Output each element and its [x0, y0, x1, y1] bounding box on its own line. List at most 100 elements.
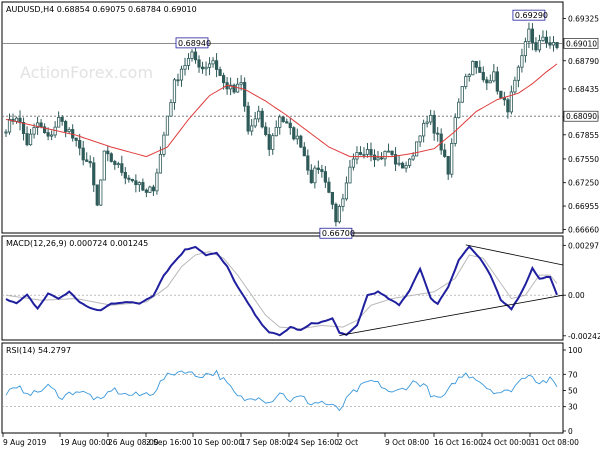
price-candle	[130, 178, 134, 183]
price-candle	[113, 159, 117, 170]
price-candle	[551, 36, 556, 52]
candle-body	[14, 117, 19, 122]
candle-body	[271, 135, 275, 150]
candle-body	[218, 69, 222, 76]
x-axis-label: 9 Aug 2019	[3, 438, 46, 447]
price-candle	[425, 116, 429, 128]
candle-body	[544, 36, 549, 44]
price-candle	[214, 53, 219, 78]
candle-body	[130, 178, 134, 182]
candle-body	[334, 203, 338, 223]
price-candle	[348, 159, 352, 184]
x-axis-label: 2 Sep 16:00	[146, 438, 192, 447]
price-candle	[46, 127, 50, 141]
price-candle	[544, 30, 549, 48]
price-candle	[35, 116, 40, 135]
price-candle	[450, 138, 454, 178]
candle-body	[99, 179, 103, 206]
candle-body	[25, 133, 29, 146]
price-candle	[271, 133, 275, 155]
price-annotation: 0.69290	[512, 9, 548, 21]
rsi-axis-tick-label: 50	[568, 387, 578, 396]
price-candle	[313, 165, 317, 189]
price-candle	[327, 177, 331, 194]
price-candle	[527, 22, 531, 49]
macd-layer	[2, 244, 564, 337]
price-candle	[60, 115, 64, 126]
candle-body	[422, 122, 426, 137]
price-candle	[53, 121, 57, 138]
candle-body	[306, 155, 310, 171]
candle-body	[478, 66, 482, 73]
candle-body	[464, 76, 468, 87]
rsi-axis-tick-label: 0	[568, 427, 573, 436]
price-candle	[436, 127, 440, 142]
candle-body	[246, 105, 250, 132]
price-candle	[415, 141, 419, 157]
candle-body	[534, 42, 538, 51]
annotation-label: 0.66700	[322, 229, 355, 238]
price-candle	[344, 176, 349, 201]
candle-body	[537, 40, 542, 51]
candle-body	[481, 72, 485, 81]
candle-body	[443, 149, 447, 157]
price-candle	[274, 120, 278, 137]
candle-body	[243, 82, 247, 107]
price-candle	[144, 188, 148, 198]
candle-body	[214, 60, 219, 70]
candle-body	[229, 84, 233, 90]
candle-body	[341, 198, 345, 207]
price-candle	[369, 142, 373, 162]
price-candle	[295, 128, 299, 145]
macd-panel-frame	[1, 235, 564, 341]
price-candle	[495, 66, 499, 95]
candle-body	[43, 126, 47, 133]
candle-body	[548, 42, 552, 46]
annotation-box	[175, 37, 209, 49]
price-candle	[134, 174, 138, 193]
candle-body	[148, 186, 152, 193]
candle-body	[450, 142, 454, 175]
candle-body	[344, 182, 349, 200]
price-candle	[365, 142, 370, 158]
price-layer: 0.68940 0.66700 0.69290	[2, 9, 563, 239]
price-candle	[25, 126, 29, 147]
candle-body	[365, 149, 370, 155]
candle-body	[516, 66, 520, 81]
price-candle	[148, 185, 152, 194]
price-candle	[407, 158, 412, 168]
price-candle	[267, 127, 271, 156]
candle-body	[474, 60, 478, 68]
price-candle	[383, 150, 387, 167]
candle-body	[81, 147, 85, 161]
price-candle	[99, 179, 103, 206]
candle-body	[520, 55, 524, 68]
price-candle	[221, 72, 226, 90]
candle-body	[134, 180, 138, 186]
price-candle	[334, 202, 338, 227]
macd-trendline	[339, 294, 564, 336]
price-candle	[393, 147, 398, 171]
price-axis-tick-label: 0.67550	[568, 155, 599, 164]
candle-body	[400, 162, 405, 169]
candle-body	[397, 162, 401, 165]
price-candle	[292, 126, 296, 141]
price-candle	[4, 129, 8, 137]
level-tag-label: 0.69010	[566, 39, 597, 48]
candle-body	[95, 184, 99, 206]
price-candle	[253, 111, 257, 129]
watermark-text: ActionForex.com	[20, 63, 153, 82]
x-axis-label: 31 Oct 08:00	[530, 438, 579, 447]
candle-body	[383, 150, 387, 160]
x-axis-label: 10 Sep 00:00	[193, 438, 243, 447]
candle-body	[137, 182, 141, 186]
candle-body	[460, 86, 464, 103]
price-axis-tick-label: 0.66955	[568, 202, 599, 211]
candle-body	[471, 60, 475, 76]
price-candle	[478, 60, 482, 73]
candle-body	[162, 134, 166, 155]
price-panel-frame	[1, 1, 564, 234]
price-candle	[106, 146, 110, 162]
candle-body	[355, 152, 359, 160]
